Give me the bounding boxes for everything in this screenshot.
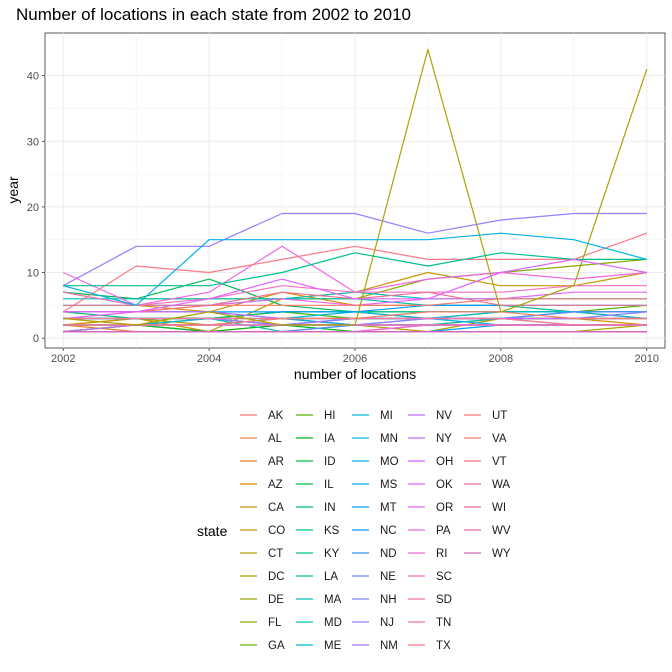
legend-label: MT	[380, 502, 397, 514]
legend-label: OH	[436, 456, 453, 468]
y-tick-label: 0	[33, 333, 39, 345]
legend-label: IN	[324, 502, 336, 514]
series-line-va	[63, 298, 647, 313]
x-axis: 2002 2004 2006 2008 2010	[51, 348, 659, 365]
legend-label: CT	[268, 548, 283, 560]
series-line	[63, 258, 647, 313]
x-tick-label: 2004	[197, 353, 221, 365]
series-line-ut	[63, 311, 647, 326]
legend-label: DE	[268, 594, 284, 606]
legend-label: NV	[436, 410, 452, 422]
series-line	[63, 232, 647, 306]
legend-label: NY	[436, 433, 452, 445]
x-tick-label: 2002	[51, 353, 75, 365]
legend-label: WV	[492, 525, 511, 537]
x-tick-label: 2008	[489, 353, 513, 365]
legend-label: KS	[324, 525, 340, 537]
y-tick-label: 10	[27, 268, 39, 280]
grid-lines	[45, 33, 665, 348]
legend-label: GA	[268, 640, 285, 652]
legend-label: UT	[492, 410, 507, 422]
legend-label: ME	[324, 640, 342, 652]
chart-title: Number of locations in each state from 2…	[16, 5, 411, 24]
legend-label: DC	[268, 571, 285, 583]
legend-label: CO	[268, 525, 285, 537]
legend-title: state	[197, 523, 228, 539]
legend-label: AL	[268, 433, 283, 445]
legend-label: WY	[492, 548, 511, 560]
legend-label: NJ	[380, 617, 394, 629]
legend-label: TX	[436, 640, 451, 652]
series-line-tx	[62, 232, 648, 313]
x-tick-label: 2006	[343, 353, 367, 365]
legend-label: KY	[324, 548, 340, 560]
y-axis-title: year	[5, 176, 21, 204]
legend-label: NH	[380, 594, 397, 606]
legend-label: LA	[324, 571, 338, 583]
series-line-sc	[63, 285, 647, 306]
legend-label: HI	[324, 410, 336, 422]
y-tick-label: 30	[27, 136, 39, 148]
legend-label: RI	[436, 548, 448, 560]
legend-label: MA	[324, 594, 342, 606]
legend-label: SD	[436, 594, 452, 606]
legend-label: OR	[436, 502, 453, 514]
legend-label: AK	[268, 410, 284, 422]
series-line-nj	[62, 212, 647, 287]
legend: AK AL AR AZ CA CO CT DC DE FL GA HI IA ID IL IN KS KY LA MA…	[240, 410, 511, 652]
legend-label: IL	[324, 479, 334, 491]
series-line	[63, 252, 647, 287]
legend-label: NE	[380, 571, 396, 583]
legend-label: IA	[324, 433, 335, 445]
legend-label: ID	[324, 456, 336, 468]
legend-label: MS	[380, 479, 398, 491]
series-line	[63, 48, 648, 326]
legend-label: PA	[436, 525, 451, 537]
legend-label: CA	[268, 502, 284, 514]
legend-label: SC	[436, 571, 452, 583]
legend-label: MD	[324, 617, 342, 629]
y-tick-label: 40	[27, 71, 39, 83]
legend-label: FL	[268, 617, 282, 629]
legend-label: WA	[492, 479, 510, 491]
legend-label: OK	[436, 479, 453, 491]
legend-label: MO	[380, 456, 399, 468]
series-lines	[62, 48, 648, 333]
legend-label: ND	[380, 548, 397, 560]
legend-label: VT	[492, 456, 507, 468]
y-tick-label: 20	[27, 202, 39, 214]
x-axis-title: number of locations	[294, 366, 416, 382]
legend-label: AR	[268, 456, 284, 468]
legend-label: MN	[380, 433, 398, 445]
legend-label: AZ	[268, 479, 283, 491]
legend-label: NM	[380, 640, 398, 652]
legend-label: VA	[492, 433, 507, 445]
legend-label: TN	[436, 617, 451, 629]
legend-label: NC	[380, 525, 397, 537]
y-axis: 0 10 20 30 40	[27, 71, 45, 345]
x-tick-label: 2010	[635, 353, 659, 365]
legend-label: WI	[492, 502, 506, 514]
legend-label: MI	[380, 410, 393, 422]
